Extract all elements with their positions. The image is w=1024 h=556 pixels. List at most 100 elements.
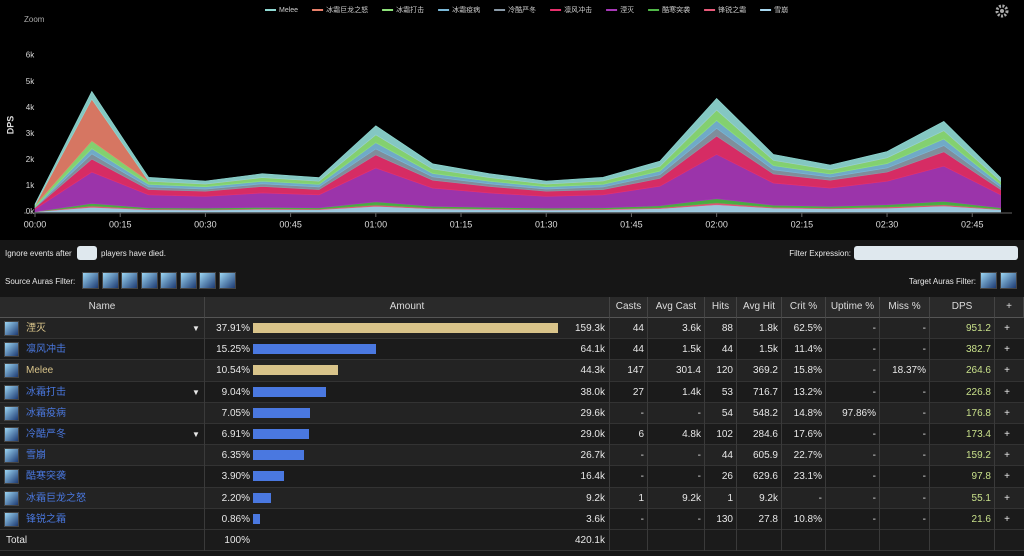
- cell-uptime: -: [872, 365, 876, 377]
- expand-arrow[interactable]: ▼: [192, 324, 200, 333]
- y-tick-label: 5k: [26, 77, 35, 86]
- column-header: Amount: [205, 297, 610, 318]
- cell-avg-cast: 3.6k: [682, 323, 701, 334]
- total-amount: 420.1k: [574, 535, 605, 546]
- cell-dps: 159.2: [965, 450, 991, 462]
- column-header: Name: [0, 297, 205, 318]
- expand-arrow[interactable]: ▼: [192, 430, 200, 439]
- spell-icon: [4, 321, 19, 336]
- cell-casts: -: [640, 471, 644, 483]
- cell-miss: -: [922, 323, 926, 334]
- expand-arrow[interactable]: ▼: [192, 387, 200, 397]
- aura-icon[interactable]: [160, 272, 177, 289]
- cell-avg-hit: 1.5k: [759, 344, 778, 356]
- cell-crit: 10.8%: [793, 513, 822, 525]
- cell-uptime: -: [872, 344, 876, 356]
- settings-icon[interactable]: [995, 4, 1009, 18]
- share-label: 0.86%: [221, 513, 250, 525]
- cell-casts: 27: [632, 386, 644, 398]
- aura-icon[interactable]: [82, 272, 99, 289]
- cell-casts: 147: [627, 365, 644, 377]
- share-label: 9.04%: [221, 386, 250, 398]
- cell-crit: 23.1%: [793, 471, 822, 483]
- cell-miss: -: [922, 344, 926, 356]
- cell-dps: 97.8: [971, 471, 991, 483]
- expand-plus[interactable]: +: [1004, 429, 1010, 440]
- spell-icon: [4, 511, 19, 527]
- column-divider: [647, 318, 648, 552]
- column-header: Avg Cast: [648, 297, 705, 318]
- aura-icon[interactable]: [101, 272, 119, 289]
- expand-plus[interactable]: +: [1004, 513, 1010, 525]
- cell-miss: -: [922, 513, 926, 525]
- cell-avg-cast: 1.5k: [682, 344, 701, 356]
- cell-dps: 55.1: [971, 492, 991, 504]
- filter-input[interactable]: [854, 246, 1018, 260]
- column-divider: [825, 318, 826, 552]
- aura-icon[interactable]: [121, 272, 138, 289]
- cell-casts: -: [640, 513, 644, 525]
- spell-name: 凛风冲击: [26, 344, 66, 356]
- cell-hits: 130: [716, 513, 733, 525]
- legend-label: 冰霜打击: [396, 5, 424, 14]
- expand-plus[interactable]: +: [1004, 450, 1010, 462]
- expand-plus[interactable]: +: [1004, 344, 1010, 356]
- cell-casts: 44: [632, 323, 644, 334]
- cell-casts: -: [640, 450, 644, 462]
- expand-plus[interactable]: +: [1004, 386, 1010, 398]
- table: Name Amount Casts Avg Cast Hits Avg Hit Crit %…: [0, 297, 1024, 556]
- legend-label: 酷寒突袭: [662, 5, 690, 14]
- share-label: 3.90%: [221, 471, 250, 483]
- spell-icon: [4, 427, 19, 442]
- aura-icon[interactable]: [199, 272, 216, 289]
- x-tick-label: 00:15: [109, 219, 132, 229]
- aura-icon[interactable]: [218, 272, 236, 289]
- cell-hits: 44: [721, 450, 733, 462]
- cell-uptime: -: [872, 492, 876, 504]
- column-header: Avg Hit: [737, 297, 782, 318]
- cell-dps: 264.6: [965, 365, 991, 377]
- cell-crit: 22.7%: [793, 450, 822, 462]
- expand-plus[interactable]: +: [1004, 471, 1010, 483]
- cell-hits: 88: [721, 323, 733, 334]
- source-auras-label: Source Auras Filter:: [5, 277, 76, 286]
- column-header: Casts: [610, 297, 648, 318]
- cell-avg-cast: -: [697, 407, 701, 419]
- expand-plus[interactable]: +: [1004, 323, 1010, 334]
- y-tick-label: 2k: [26, 155, 35, 164]
- column-header: Uptime %: [826, 297, 880, 318]
- cell-uptime: -: [872, 429, 876, 440]
- spell-icon: [4, 363, 19, 379]
- ignore-input[interactable]: [77, 246, 97, 260]
- expand-plus[interactable]: +: [1004, 492, 1010, 504]
- cell-crit: 17.6%: [793, 429, 822, 440]
- cell-avg-hit: 605.9: [752, 450, 778, 462]
- cell-dps: 226.8: [965, 386, 991, 398]
- aura-icon[interactable]: [140, 272, 158, 289]
- cell-dps: 951.2: [965, 323, 991, 334]
- spell-name: 冰霜疫病: [26, 407, 66, 419]
- cell-hits: 26: [721, 471, 733, 483]
- aura-icon[interactable]: [1000, 272, 1017, 289]
- x-tick-label: 02:15: [791, 219, 814, 229]
- cell-crit: -: [818, 492, 822, 504]
- aura-icon[interactable]: [980, 272, 997, 289]
- aura-icon[interactable]: [179, 272, 197, 289]
- cell-hits: 54: [721, 407, 733, 419]
- cell-uptime: -: [872, 513, 876, 525]
- expand-plus[interactable]: +: [1004, 407, 1010, 419]
- cell-miss: -: [922, 471, 926, 483]
- area: [34, 90, 1001, 206]
- cell-crit: 15.8%: [793, 365, 822, 377]
- cell-crit: 62.5%: [793, 323, 822, 334]
- amount: 16.4k: [580, 471, 605, 483]
- cell-miss: -: [922, 492, 926, 504]
- cell-dps: 382.7: [965, 344, 991, 356]
- amount: 29.6k: [580, 407, 605, 419]
- expand-plus[interactable]: +: [1004, 365, 1010, 377]
- column-divider: [781, 318, 782, 552]
- zoom-button[interactable]: Zoom: [24, 15, 45, 24]
- cell-uptime: -: [872, 450, 876, 462]
- x-tick-label: 01:00: [365, 219, 388, 229]
- cell-hits: 53: [721, 386, 733, 398]
